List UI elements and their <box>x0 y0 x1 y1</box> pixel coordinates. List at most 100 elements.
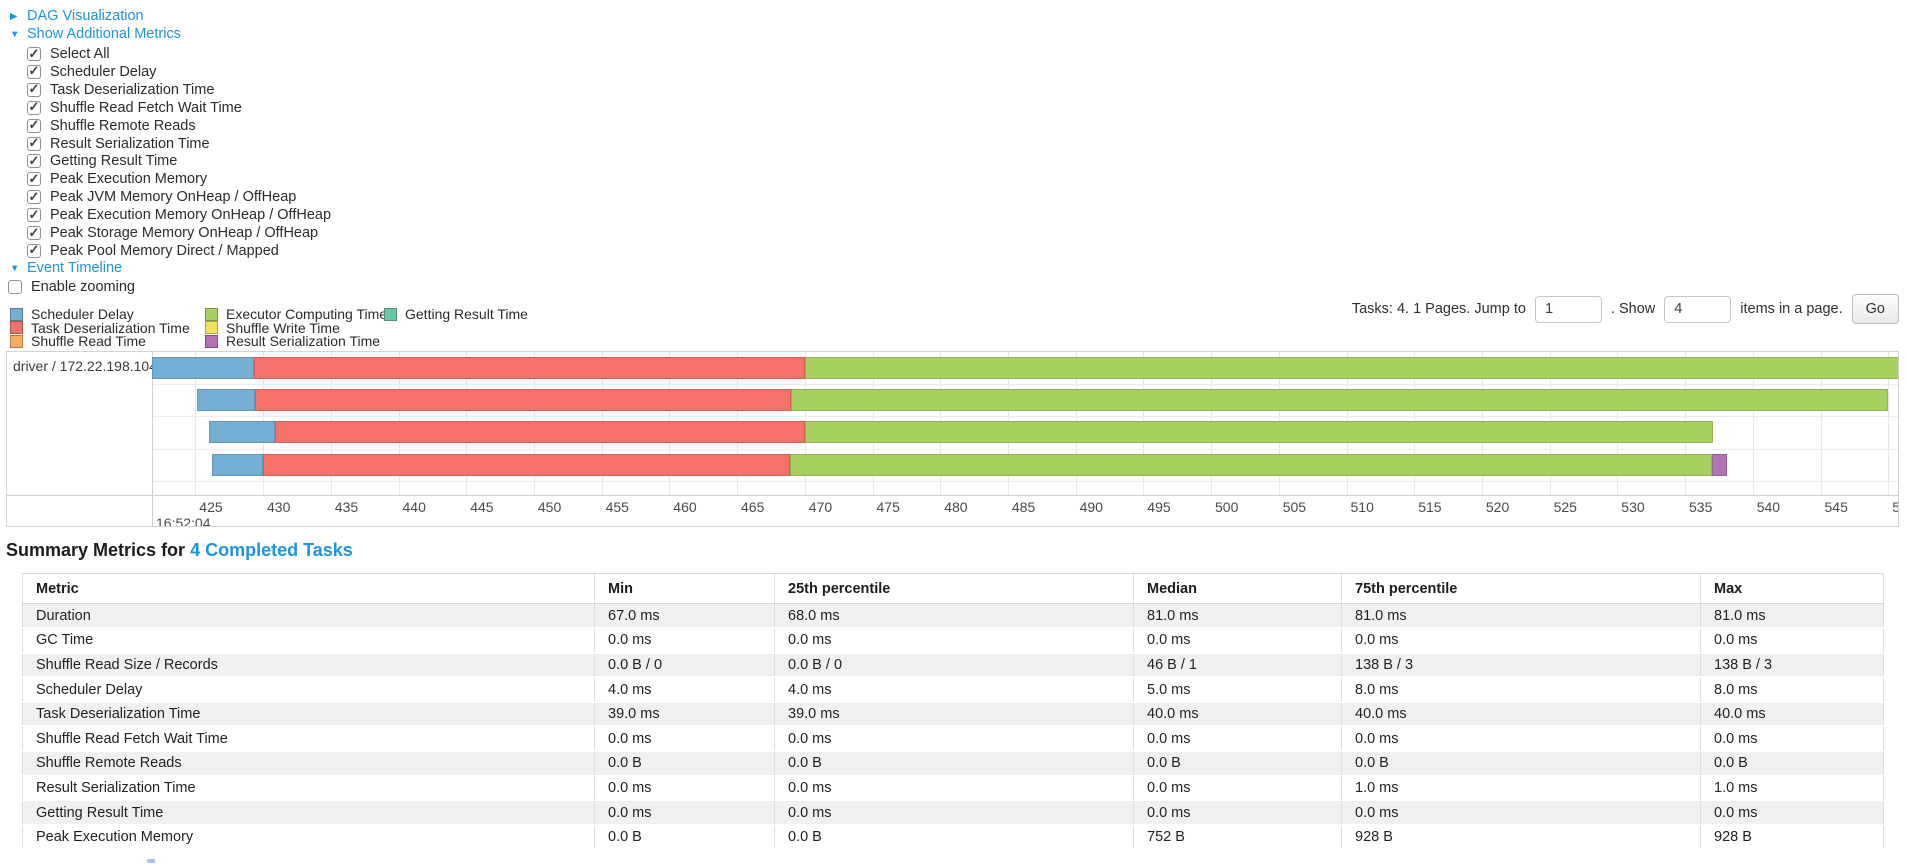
table-cell: 40.0 ms <box>1133 701 1342 728</box>
task-bar-segment-scheduler_delay <box>152 357 254 379</box>
legend-swatch-icon <box>384 307 397 321</box>
table-cell: 928 B <box>1700 824 1884 851</box>
metric-checkbox-task-deserialization-time[interactable]: Task Deserialization Time <box>27 81 215 98</box>
table-cell: Shuffle Read Fetch Wait Time <box>22 726 595 753</box>
metric-checkbox-shuffle-remote-reads[interactable]: Shuffle Remote Reads <box>27 117 196 134</box>
metric-checkbox-select-all[interactable]: Select All <box>27 46 110 62</box>
checkbox-checked-icon <box>27 46 41 62</box>
table-cell: Peak Execution Memory <box>22 824 595 851</box>
table-cell: 0.0 B <box>774 824 1134 851</box>
event-timeline-toggle[interactable]: ▼ Event Timeline <box>10 260 122 276</box>
axis-tick-label: 455 <box>605 499 629 515</box>
metric-checkbox-peak-execution-memory[interactable]: Peak Execution Memory <box>27 171 207 187</box>
table-row: Peak Execution Memory 0.0 B 0.0 B 752 B 928 … <box>22 824 1884 851</box>
table-cell: 81.0 ms <box>1700 603 1884 630</box>
show-additional-metrics-toggle[interactable]: ▼ Show Additional Metrics <box>10 26 181 42</box>
axis-tick-label: 480 <box>944 499 968 515</box>
metric-checkbox-label: Shuffle Read Fetch Wait Time <box>50 99 242 116</box>
metric-checkbox-peak-storage-memory-onheap-offheap[interactable]: Peak Storage Memory OnHeap / OffHeap <box>27 225 318 241</box>
column-header-median: Median <box>1133 573 1342 604</box>
metric-checkbox-label: Peak Execution Memory OnHeap / OffHeap <box>50 207 332 224</box>
legend-item-getting-result-time: Getting Result Time <box>384 306 528 322</box>
pagination-suffix-text: items in a page. <box>1740 301 1843 317</box>
task-bar-segment-task_deserialization <box>253 357 805 379</box>
table-cell: 81.0 ms <box>1341 603 1701 630</box>
metric-checkbox-peak-execution-memory-onheap-offheap[interactable]: Peak Execution Memory OnHeap / OffHeap <box>27 207 331 223</box>
legend-label: Result Serialization Time <box>226 333 381 350</box>
metric-checkbox-getting-result-time[interactable]: Getting Result Time <box>27 153 177 169</box>
table-cell: 928 B <box>1341 824 1701 851</box>
table-cell: 4.0 ms <box>774 677 1134 703</box>
dag-visualization-toggle[interactable]: ▶ DAG Visualization <box>10 8 144 24</box>
axis-tick-label: 515 <box>1418 499 1442 515</box>
checkbox-checked-icon <box>27 225 41 241</box>
table-cell: 4.0 ms <box>594 677 775 703</box>
axis-line <box>7 495 1898 496</box>
chevron-down-icon: ▼ <box>10 262 20 274</box>
table-row: Shuffle Remote Reads 0.0 B 0.0 B 0.0 B 0.0 B… <box>22 751 1884 777</box>
legend-label: Shuffle Write Time <box>226 319 340 336</box>
table-cell: 1.0 ms <box>1341 775 1701 802</box>
table-cell: 0.0 ms <box>774 726 1134 753</box>
table-cell: 0.0 ms <box>594 800 775 826</box>
axis-tick-label: 550 <box>1892 499 1898 515</box>
table-cell: 39.0 ms <box>774 701 1134 728</box>
grid-line <box>195 352 197 495</box>
task-bar-segment-executor_computing <box>804 421 1714 444</box>
table-cell: 40.0 ms <box>1700 701 1884 728</box>
grid-line <box>1752 352 1754 495</box>
table-cell: 1.0 ms <box>1700 775 1884 802</box>
table-cell: Shuffle Read Size / Records <box>22 652 595 679</box>
chevron-right-icon: ▶ <box>10 10 18 22</box>
legend-swatch-icon <box>10 321 23 335</box>
legend-swatch-icon <box>205 321 218 335</box>
legend-swatch-icon <box>10 307 23 321</box>
table-cell: 0.0 ms <box>1700 800 1884 826</box>
table-cell: Shuffle Remote Reads <box>22 751 595 777</box>
table-cell: 0.0 ms <box>594 726 775 753</box>
go-button[interactable]: Go <box>1851 294 1899 324</box>
jump-to-page-input[interactable] <box>1534 295 1602 323</box>
checkbox-unchecked-icon <box>8 280 22 294</box>
axis-tick-label: 530 <box>1621 499 1645 515</box>
table-cell: 0.0 ms <box>774 628 1134 654</box>
column-header-metric: Metric <box>22 573 595 604</box>
completed-tasks-link[interactable]: 4 Completed Tasks <box>190 540 353 560</box>
table-row: Getting Result Time 0.0 ms 0.0 ms 0.0 ms 0.0… <box>22 800 1884 826</box>
grid-line <box>1888 352 1890 495</box>
pagination-summary-text: Tasks: 4. 1 Pages. Jump to <box>1351 301 1526 317</box>
table-body: Duration 67.0 ms 68.0 ms 81.0 ms 81.0 ms 81.0… <box>22 603 1884 851</box>
task-bar-segment-task_deserialization <box>263 453 790 476</box>
checkbox-checked-icon <box>27 135 41 151</box>
legend-item-shuffle-read-time: Shuffle Read Time <box>10 333 146 349</box>
metric-checkbox-peak-jvm-memory-onheap-offheap[interactable]: Peak JVM Memory OnHeap / OffHeap <box>27 189 296 205</box>
table-cell: 0.0 B <box>594 751 775 777</box>
event-timeline-chart: driver / 172.22.198.104 425 430 435 440 445 4… <box>6 351 1899 527</box>
task-bar-segment-scheduler_delay <box>208 421 276 444</box>
metric-checkbox-label: Task Deserialization Time <box>50 81 215 98</box>
task-bar-segment-scheduler_delay <box>196 389 255 412</box>
table-cell: 0.0 ms <box>594 628 775 654</box>
table-cell: 0.0 ms <box>1133 628 1342 654</box>
metric-checkbox-label: Peak Storage Memory OnHeap / OffHeap <box>50 225 319 241</box>
axis-tick-label: 540 <box>1756 499 1781 515</box>
grid-line <box>1820 352 1822 495</box>
table-row: Shuffle Read Size / Records 0.0 B / 0 0.0 … <box>22 652 1884 679</box>
clipped-content-below <box>147 859 155 863</box>
table-cell: 0.0 ms <box>1700 628 1884 654</box>
metric-checkbox-peak-pool-memory-direct-mapped[interactable]: Peak Pool Memory Direct / Mapped <box>27 242 279 259</box>
table-cell: 0.0 B <box>1700 751 1884 777</box>
metric-checkbox-scheduler-delay[interactable]: Scheduler Delay <box>27 63 156 80</box>
metric-checkbox-label: Peak JVM Memory OnHeap / OffHeap <box>50 189 297 206</box>
table-cell: 0.0 B <box>1133 751 1342 777</box>
axis-tick-label: 510 <box>1350 499 1374 515</box>
axis-tick-label: 450 <box>537 499 562 515</box>
axis-tick-label: 425 <box>199 499 223 515</box>
task-bar-segment-scheduler_delay <box>211 453 264 476</box>
metric-checkbox-shuffle-read-fetch-wait-time[interactable]: Shuffle Read Fetch Wait Time <box>27 99 242 116</box>
metric-checkbox-result-serialization-time[interactable]: Result Serialization Time <box>27 135 210 152</box>
items-per-page-input[interactable] <box>1664 295 1732 323</box>
legend-label: Scheduler Delay <box>31 306 134 322</box>
enable-zooming-checkbox[interactable]: Enable zooming <box>8 279 135 295</box>
legend-label: Getting Result Time <box>405 306 528 322</box>
